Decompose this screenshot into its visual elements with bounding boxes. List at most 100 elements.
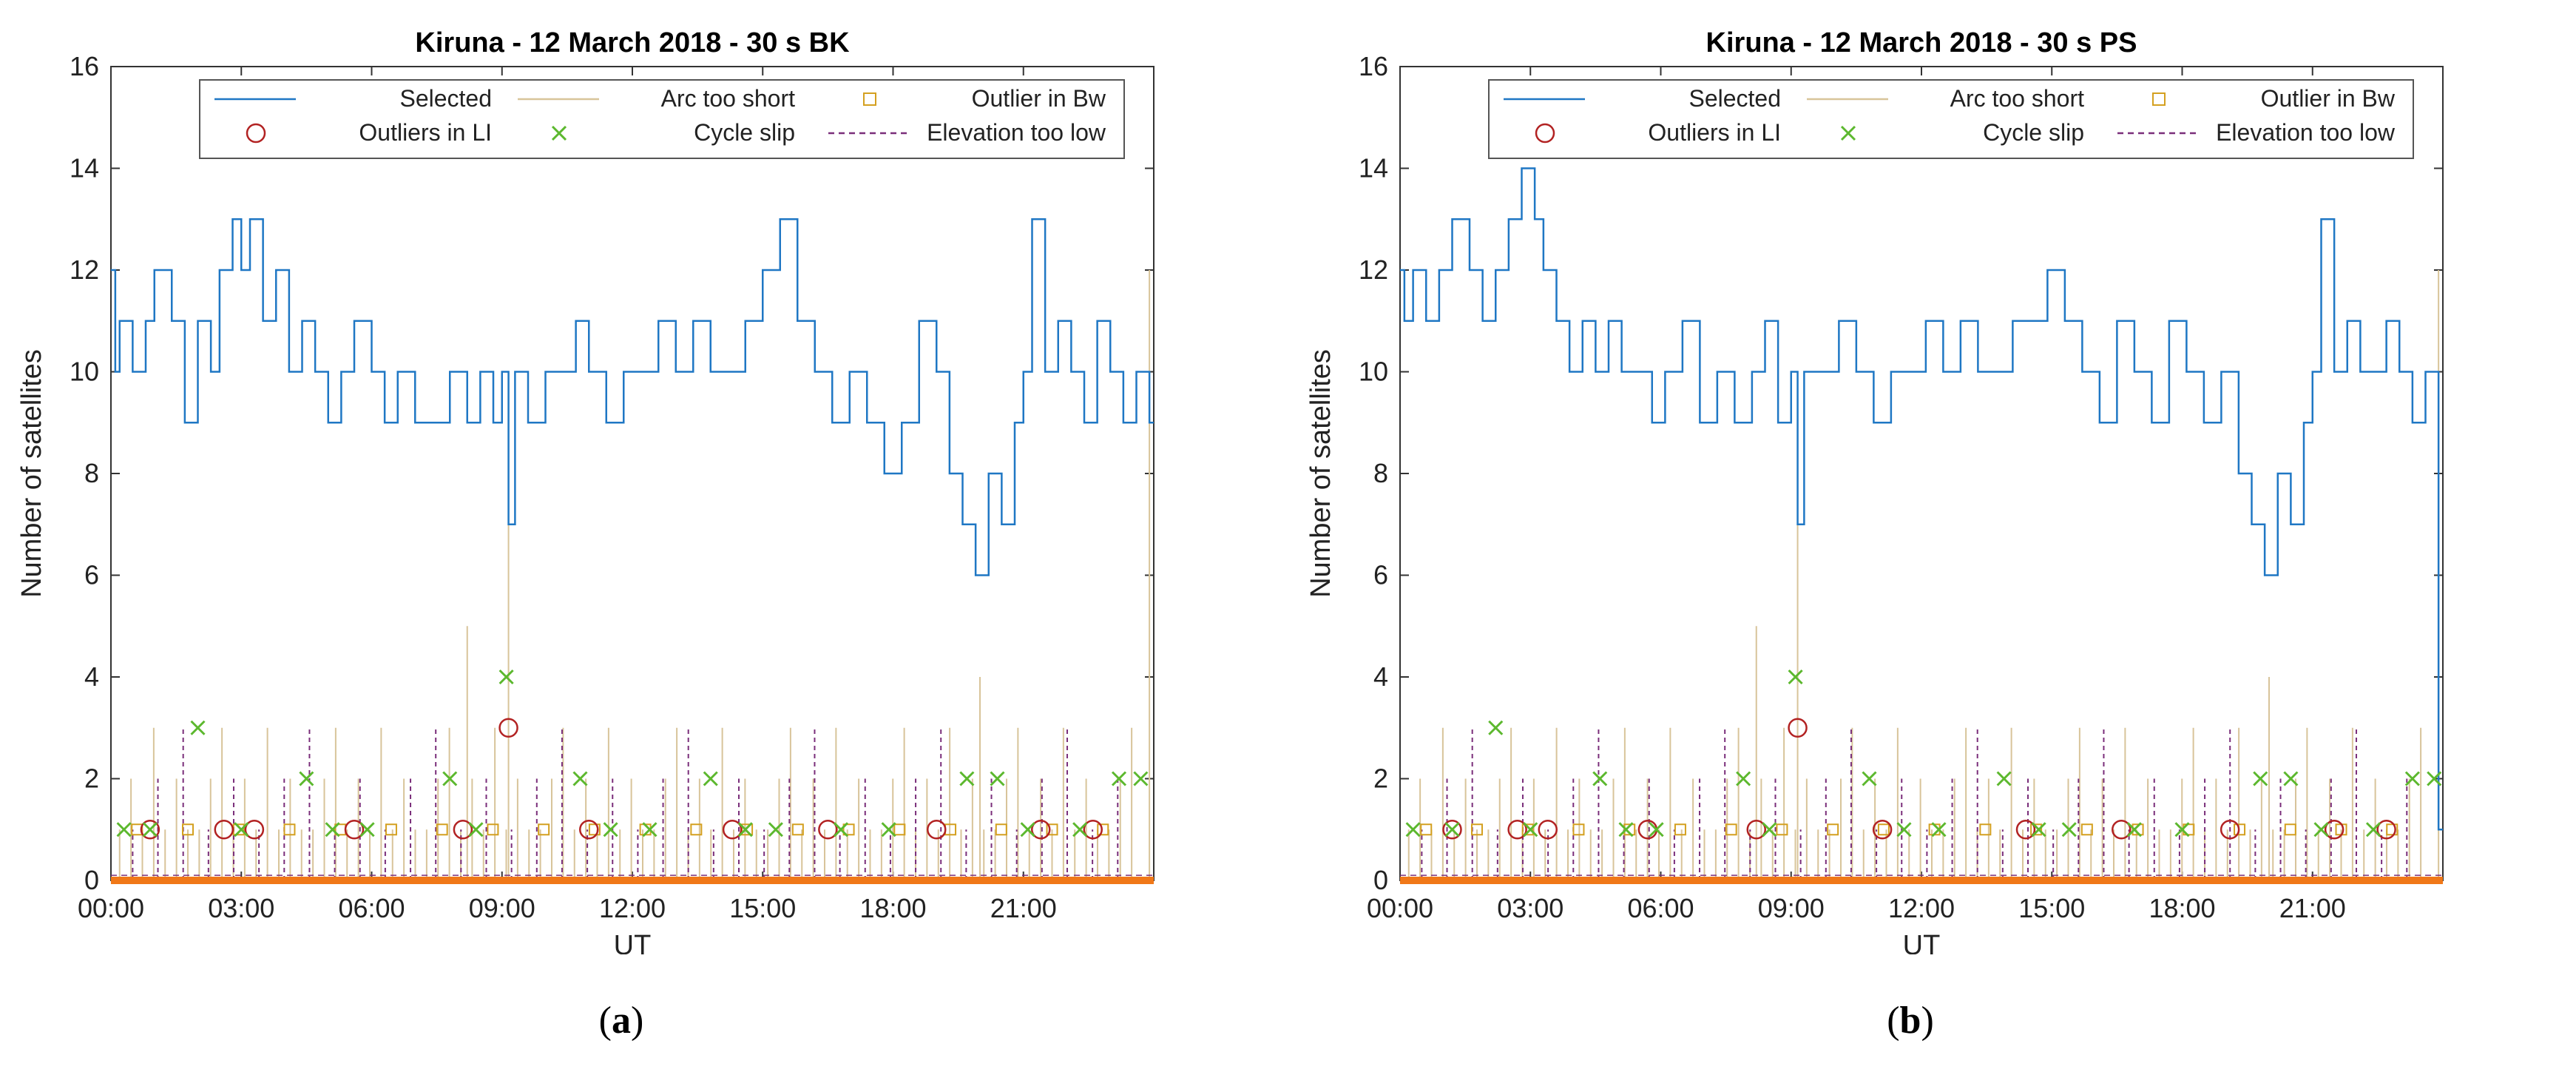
outlier-bw-marker (131, 823, 143, 836)
legend-swatch (246, 123, 266, 144)
x-tick-label: 21:00 (2279, 893, 2346, 923)
outlier-bw-marker (1046, 823, 1058, 836)
cycle-slip-marker (1111, 771, 1127, 786)
outlier-bw-marker (2284, 823, 2296, 836)
panel-b: Kiruna - 12 March 2018 - 30 s PS 0 2 4 6 8 10 1… (1289, 0, 2576, 1092)
outlier-li-marker (1507, 820, 1527, 840)
legend-label: Outliers in LI (359, 119, 492, 146)
outlier-li-marker (818, 820, 838, 840)
panel-a: Kiruna - 12 March 2018 - 30 s BK 0 2 4 6 8 10 1… (0, 0, 1287, 1092)
legend-label: Elevation too low (927, 119, 1106, 146)
legend-label: Arc too short (661, 85, 796, 112)
outlier-bw-marker (2386, 823, 2398, 836)
legend-box (199, 79, 1125, 159)
x-tick-label: 03:00 (1497, 893, 1563, 923)
outlier-bw-marker (1623, 823, 1636, 836)
cycle-slip-marker (116, 822, 132, 837)
cycle-slip-marker (190, 720, 206, 735)
cycle-slip-marker (325, 822, 340, 837)
caption-a-letter: a (612, 1000, 631, 1042)
outlier-li-marker (722, 820, 743, 840)
y-tick-label: 10 (1359, 357, 1388, 387)
x-tick-label: 18:00 (859, 893, 926, 923)
cycle-slip-marker (2427, 771, 2442, 786)
cycle-slip-marker (703, 771, 718, 786)
x-axis-label: UT (1903, 930, 1941, 954)
x-tick-label: 00:00 (1367, 893, 1433, 923)
outlier-li-marker (2112, 820, 2132, 840)
x-tick-label: 21:00 (990, 893, 1057, 923)
outlier-li-marker (1083, 820, 1103, 840)
selected-series-line (1400, 167, 2443, 831)
legend-label: Selected (399, 85, 492, 112)
cycle-slip-marker (142, 822, 158, 837)
outlier-bw-marker (1979, 823, 1992, 836)
outlier-li-marker (1442, 820, 1462, 840)
cycle-slip-marker (1762, 822, 1777, 837)
cycle-slip-marker (1896, 822, 1912, 837)
cycle-slip-marker (1592, 771, 1608, 786)
cycle-slip-marker (1649, 822, 1664, 837)
outlier-bw-marker (2234, 823, 2246, 836)
caption-a-open: ( (598, 1000, 612, 1042)
x-tick-label: 03:00 (208, 893, 274, 923)
outlier-li-marker (2376, 820, 2396, 840)
legend: Selected Arc too short Outlier in Bw Outlie… (199, 79, 1125, 159)
plot-marks (111, 218, 1154, 884)
caption-b-close: ) (1921, 1000, 1934, 1042)
cycle-slip-marker (642, 822, 657, 837)
caption-b-letter: b (1899, 1000, 1921, 1042)
cycle-slip-marker (1618, 822, 1634, 837)
cycle-slip-marker (1523, 822, 1538, 837)
legend-label: Elevation too low (2216, 119, 2396, 146)
cycle-slip-marker (833, 822, 849, 837)
outlier-li-marker (140, 820, 160, 840)
outlier-bw-marker (1521, 823, 1534, 836)
legend-swatch (863, 92, 876, 106)
legend-label: Outliers in LI (1648, 119, 1781, 146)
legend-box (1488, 79, 2414, 159)
legend-label: Cycle slip (1983, 119, 2084, 146)
cycle-slip-marker (881, 822, 896, 837)
x-axis-label: UT (614, 930, 652, 954)
cycle-slip-marker (2313, 822, 2329, 837)
y-tick-label: 8 (84, 458, 99, 488)
outlier-bw-marker (791, 823, 804, 836)
legend-label: Outlier in Bw (2261, 85, 2396, 112)
cycle-slip-marker (1996, 771, 2012, 786)
y-tick-label: 0 (1373, 865, 1388, 895)
cycle-slip-marker (1133, 771, 1149, 786)
y-tick-label: 14 (70, 153, 99, 183)
outlier-li-marker (2015, 820, 2036, 840)
cycle-slip-marker (299, 771, 314, 786)
caption-b: (b) (1836, 999, 1984, 1042)
cycle-slip-marker (2061, 822, 2077, 837)
y-tick-label: 6 (84, 560, 99, 590)
outlier-li-marker (2324, 820, 2345, 840)
x-tick-label: 06:00 (338, 893, 405, 923)
y-tick-label: 2 (1373, 764, 1388, 794)
y-tick-label: 4 (1373, 661, 1388, 692)
outlier-bw-marker (1097, 823, 1109, 836)
x-tick-label: 06:00 (1627, 893, 1694, 923)
legend-swatch (1840, 125, 1856, 141)
y-tick-label: 16 (1359, 51, 1388, 81)
legend-label: Selected (1688, 85, 1781, 112)
outlier-li-marker (1746, 820, 1766, 840)
y-axis-label: Number of satellites (1305, 349, 1336, 598)
y-tick-label: 4 (84, 661, 99, 692)
outlier-bw-marker (690, 823, 703, 836)
cycle-slip-marker (572, 771, 588, 786)
outlier-bw-marker (588, 823, 601, 836)
caption-a: (a) (547, 999, 695, 1042)
cycle-slip-marker (468, 822, 484, 837)
y-tick-label: 10 (70, 357, 99, 387)
outlier-li-marker (244, 820, 265, 840)
outlier-bw-marker (487, 823, 499, 836)
outlier-bw-marker (1470, 823, 1483, 836)
cycle-slip-marker (2404, 771, 2420, 786)
outlier-bw-marker (893, 823, 906, 836)
outlier-li-marker (1031, 820, 1051, 840)
legend-swatch (2152, 92, 2166, 106)
cycle-slip-marker (1488, 720, 1504, 735)
